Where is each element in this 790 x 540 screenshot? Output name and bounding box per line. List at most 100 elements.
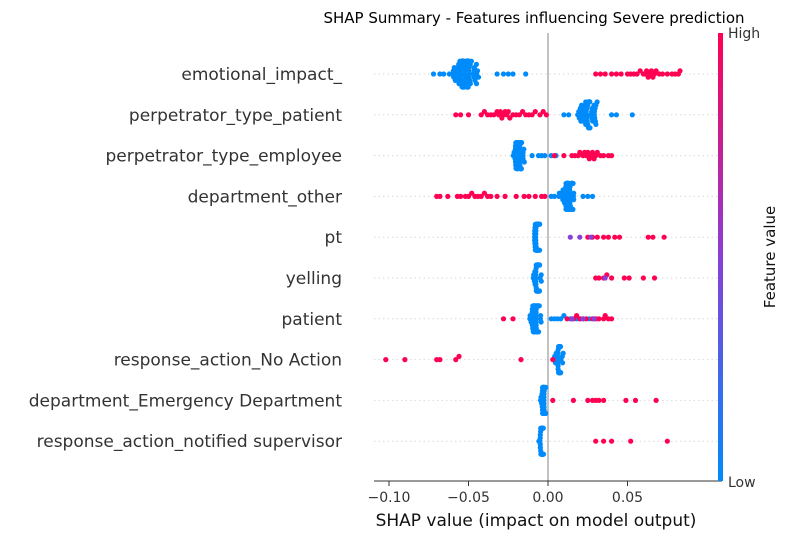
shap-point-high xyxy=(510,316,516,322)
shap-point-high xyxy=(661,234,667,240)
shap-point-mid xyxy=(577,234,583,240)
shap-point-high xyxy=(543,112,550,118)
shap-point-mid xyxy=(588,234,594,240)
shap-point-low xyxy=(570,206,576,212)
shap-point-low xyxy=(560,350,566,356)
shap-point-low xyxy=(560,360,566,366)
shap-point-high xyxy=(550,397,556,403)
shap-point-high xyxy=(585,397,591,403)
feature-label: emotional_impact_ xyxy=(181,65,342,85)
shap-point-high xyxy=(634,71,640,77)
shap-point-high xyxy=(488,193,494,199)
shap-point-low xyxy=(473,61,479,67)
shap-point-low xyxy=(551,193,558,199)
shap-point-low xyxy=(593,121,599,127)
shap-point-low xyxy=(521,159,527,165)
shap-point-high xyxy=(677,68,683,74)
shap-point-low xyxy=(543,384,549,390)
shap-point-high xyxy=(650,234,656,240)
shap-point-low xyxy=(475,74,482,80)
shap-point-high xyxy=(478,193,484,199)
shap-point-high xyxy=(513,193,519,199)
shap-point-high xyxy=(402,357,408,363)
colorbar-low-label: Low xyxy=(728,475,756,491)
feature-label: patient xyxy=(282,310,343,330)
shap-point-high xyxy=(612,234,618,240)
shap-point-mid xyxy=(591,316,597,322)
shap-point-low xyxy=(500,71,507,77)
feature-label: perpetrator_type_patient xyxy=(129,106,342,126)
shap-point-low xyxy=(538,278,544,284)
shap-point-high xyxy=(437,357,443,363)
shap-point-low xyxy=(536,329,542,335)
shap-point-high xyxy=(550,357,556,363)
shap-point-high xyxy=(601,397,607,403)
shap-point-low xyxy=(609,112,615,118)
shap-point-high xyxy=(529,112,535,118)
shap-point-high xyxy=(542,193,548,199)
shap-point-high xyxy=(453,112,459,118)
shap-point-low xyxy=(540,451,547,457)
shap-point-high xyxy=(640,275,647,281)
shap-point-low xyxy=(538,319,544,325)
shap-point-low xyxy=(571,197,577,203)
shap-point-low xyxy=(437,71,443,77)
x-axis-label: SHAP value (impact on model output) xyxy=(376,511,697,531)
shap-point-high xyxy=(532,109,538,115)
shap-point-mid xyxy=(580,316,586,322)
shap-point-low xyxy=(557,344,564,350)
shap-point-high xyxy=(593,438,599,444)
shap-point-low xyxy=(580,193,586,199)
shap-point-high xyxy=(564,316,570,322)
shap-point-low xyxy=(561,112,567,118)
shap-point-high xyxy=(465,112,472,118)
shap-point-high xyxy=(609,71,615,77)
shap-point-low xyxy=(585,193,591,199)
shap-point-high xyxy=(481,190,487,196)
shap-point-high xyxy=(645,234,651,240)
shap-point-low xyxy=(538,313,544,319)
shap-point-high xyxy=(602,71,608,77)
x-tick-label: 0.00 xyxy=(532,490,563,506)
shap-point-low xyxy=(629,112,635,118)
x-axis-ticks: −0.10 −0.05 0.00 0.05 xyxy=(368,481,643,506)
x-tick-label: −0.10 xyxy=(368,490,411,506)
shap-point-low xyxy=(441,71,447,77)
shap-point-high xyxy=(561,153,567,159)
shap-point-high xyxy=(653,68,659,74)
shap-point-high xyxy=(469,190,475,196)
shap-point-low xyxy=(558,316,564,322)
shap-point-high xyxy=(609,438,615,444)
shap-point-low xyxy=(494,71,500,77)
shap-point-high xyxy=(594,149,600,155)
shap-point-high xyxy=(585,149,591,155)
shap-point-high xyxy=(653,397,659,403)
shap-point-high xyxy=(601,153,607,159)
shap-point-high xyxy=(648,68,655,74)
shap-point-low xyxy=(519,140,525,146)
shap-point-high xyxy=(505,109,511,115)
shap-point-high xyxy=(577,149,583,155)
shap-point-low xyxy=(536,303,542,309)
feature-labels: emotional_impact_ perpetrator_type_patien… xyxy=(29,65,343,452)
shap-point-low xyxy=(558,370,564,376)
shap-point-low xyxy=(540,425,546,431)
shap-point-high xyxy=(596,397,602,403)
shap-point-low xyxy=(542,153,548,159)
shap-point-low xyxy=(474,68,481,74)
shap-point-high xyxy=(465,193,472,199)
shap-point-low xyxy=(587,99,593,105)
x-tick-label: −0.05 xyxy=(447,490,490,506)
colorbar-title: Feature value xyxy=(761,206,779,308)
shap-point-low xyxy=(523,71,529,77)
shap-point-high xyxy=(458,193,464,199)
shap-point-low xyxy=(537,247,543,253)
shap-point-low xyxy=(430,71,437,77)
feature-label: response_action_notified supervisor xyxy=(37,432,342,452)
shap-point-high xyxy=(601,234,607,240)
shap-point-high xyxy=(609,316,615,322)
shap-point-low xyxy=(536,288,543,294)
shap-point-high xyxy=(637,68,643,74)
shap-point-high xyxy=(621,275,627,281)
